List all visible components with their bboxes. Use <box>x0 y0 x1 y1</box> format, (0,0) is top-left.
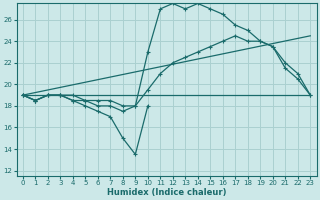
X-axis label: Humidex (Indice chaleur): Humidex (Indice chaleur) <box>107 188 226 197</box>
